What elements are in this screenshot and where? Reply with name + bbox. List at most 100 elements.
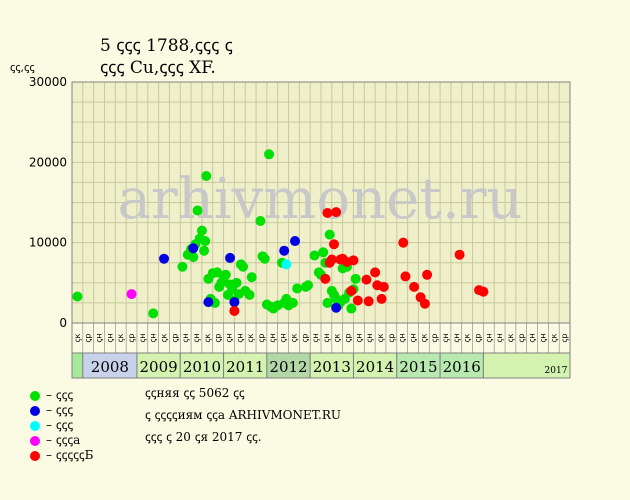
half-year-label: ꞔк	[506, 334, 515, 343]
data-point	[454, 249, 465, 260]
data-point	[400, 271, 411, 282]
half-year-label: ꞔн	[279, 333, 288, 342]
data-point	[196, 225, 207, 236]
year-band	[439, 352, 484, 379]
y-tick-label: 30000	[29, 75, 67, 89]
data-point	[188, 252, 199, 263]
half-year-label: ꞔк	[419, 334, 428, 343]
data-point	[398, 237, 409, 248]
half-year-label: ꞔн	[484, 333, 493, 342]
data-point	[326, 254, 337, 265]
half-year-label: ꞔн	[441, 333, 450, 342]
grid	[71, 81, 571, 324]
half-year-label: ꞔр	[430, 334, 439, 343]
data-point	[370, 267, 381, 278]
data-point	[320, 273, 331, 284]
half-year-label: ꞔр	[300, 334, 309, 343]
data-point	[350, 273, 361, 284]
half-year-label: ꞔк	[246, 334, 255, 343]
year-band	[309, 352, 354, 379]
data-point	[287, 297, 298, 308]
legend-item: – ꞔꞔꞔ	[30, 401, 73, 418]
year-label: 2008	[91, 358, 129, 376]
data-point	[422, 269, 433, 280]
data-point	[322, 207, 333, 218]
legend-dot-icon	[30, 450, 40, 461]
data-point	[331, 207, 342, 218]
data-point	[188, 243, 199, 254]
data-point	[363, 296, 374, 307]
data-point	[259, 253, 270, 264]
half-year-label: ꞔн	[365, 333, 374, 342]
year-band	[396, 352, 441, 379]
half-year-label: ꞔн	[398, 333, 407, 342]
year-band	[71, 352, 84, 379]
legend-dot-icon	[30, 405, 40, 416]
half-year-label: ꞔн	[268, 333, 277, 342]
half-year-label: ꞔн	[311, 333, 320, 342]
half-year-label: ꞔн	[105, 333, 114, 342]
data-point	[212, 267, 223, 278]
half-year-label: ꞔн	[235, 333, 244, 342]
legend-item: – ꞔꞔꞔ	[30, 386, 73, 403]
data-point	[192, 205, 203, 216]
half-year-label: ꞔн	[224, 333, 233, 342]
year-label: 2010	[183, 358, 221, 376]
half-year-label: ꞔн	[528, 333, 537, 342]
half-year-label: ꞔк	[289, 334, 298, 343]
half-year-label: ꞔр	[84, 334, 93, 343]
data-point	[199, 245, 210, 256]
data-point	[220, 269, 231, 280]
note-line: ꞔꞔняя ꞔꞔ 5062 ꞔꞔ	[145, 386, 245, 400]
data-point	[331, 302, 342, 313]
year-label: 2014	[356, 358, 394, 376]
data-point	[159, 253, 170, 264]
data-point	[346, 285, 357, 296]
data-point	[246, 272, 257, 283]
data-point	[264, 149, 275, 160]
year-band	[482, 352, 571, 379]
data-point	[229, 297, 240, 308]
data-point	[255, 215, 266, 226]
half-year-label: ꞔр	[214, 334, 223, 343]
data-point	[318, 247, 329, 258]
legend-dot-icon	[30, 420, 40, 431]
data-point	[346, 303, 357, 314]
half-year-label: ꞔр	[170, 334, 179, 343]
data-point	[478, 286, 489, 297]
half-year-label: ꞔр	[473, 334, 482, 343]
y-tick-label: 10000	[29, 236, 67, 250]
data-point	[238, 261, 249, 272]
data-point	[409, 281, 420, 292]
half-year-label: ꞔк	[116, 334, 125, 343]
half-year-label: ꞔн	[95, 333, 104, 342]
data-point	[148, 308, 159, 319]
data-point	[201, 170, 212, 181]
half-year-label: ꞔр	[517, 334, 526, 343]
data-point	[225, 252, 236, 263]
data-point	[279, 245, 290, 256]
half-year-label: ꞔн	[181, 333, 190, 342]
half-year-label: ꞔк	[160, 334, 169, 343]
note-line: ꞔꞔꞔ ꞔ 20 ꞔя 2017 ꞔꞔ.	[145, 430, 262, 444]
half-year-label: ꞔк	[203, 334, 212, 343]
y-tick-label: 20000	[29, 155, 67, 169]
year-label: 2016	[443, 358, 481, 376]
data-point	[281, 259, 292, 270]
half-year-label: ꞔк	[376, 334, 385, 343]
data-point	[303, 280, 314, 291]
data-point	[376, 293, 387, 304]
half-year-label: ꞔн	[354, 333, 363, 342]
chart-title-line2: ꞔꞔꞔ Cu,ꞔꞔꞔ XF.	[100, 58, 216, 78]
half-year-label: ꞔн	[495, 333, 504, 342]
data-point	[324, 229, 335, 240]
half-year-label: ꞔр	[257, 334, 266, 343]
data-point	[177, 261, 188, 272]
y-tick-label: 0	[59, 316, 67, 330]
year-band	[136, 352, 181, 379]
year-label: 2013	[313, 358, 351, 376]
half-year-label: ꞔр	[127, 334, 136, 343]
data-point	[348, 255, 359, 266]
